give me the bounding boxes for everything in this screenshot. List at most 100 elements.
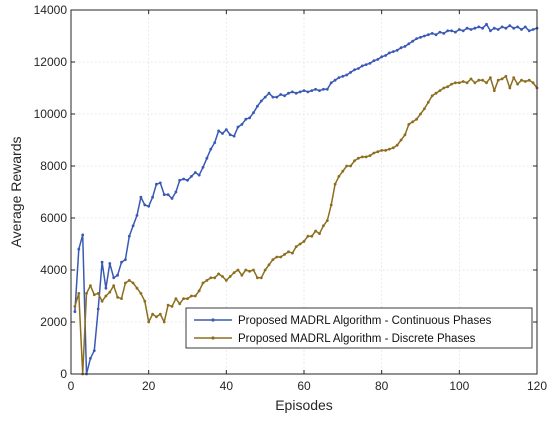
data-point bbox=[166, 303, 170, 307]
data-point bbox=[190, 294, 193, 298]
data-point bbox=[116, 273, 119, 277]
data-point bbox=[201, 165, 205, 169]
data-point bbox=[407, 123, 411, 126]
data-point bbox=[349, 71, 352, 74]
x-tick-label: 40 bbox=[220, 379, 234, 393]
data-point bbox=[178, 178, 182, 182]
data-point bbox=[492, 89, 496, 92]
data-point bbox=[283, 94, 286, 98]
data-point bbox=[388, 51, 391, 55]
data-point bbox=[127, 279, 131, 282]
data-point bbox=[267, 91, 271, 95]
y-tick-label: 12000 bbox=[34, 55, 68, 69]
data-point bbox=[469, 77, 473, 81]
data-point bbox=[434, 91, 438, 95]
data-point bbox=[345, 73, 349, 77]
data-point bbox=[279, 93, 283, 96]
data-point bbox=[96, 292, 100, 295]
data-point bbox=[147, 320, 151, 324]
data-point bbox=[302, 240, 306, 243]
data-point bbox=[182, 177, 186, 181]
data-point bbox=[446, 29, 450, 33]
data-point bbox=[151, 195, 155, 199]
legend-label-discrete: Proposed MADRL Algorithm - Discrete Phas… bbox=[238, 333, 476, 345]
data-point bbox=[135, 214, 139, 217]
data-point bbox=[473, 81, 477, 85]
data-point bbox=[504, 26, 508, 30]
data-point bbox=[500, 77, 504, 81]
legend-marker-continuous bbox=[211, 318, 215, 322]
data-point bbox=[516, 25, 519, 29]
data-point bbox=[127, 234, 131, 238]
data-point bbox=[205, 279, 209, 282]
x-tick-label: 120 bbox=[527, 379, 547, 393]
data-point bbox=[454, 30, 457, 34]
x-axis-label: Episodes bbox=[275, 397, 333, 413]
data-point bbox=[411, 39, 415, 43]
data-point bbox=[306, 234, 310, 238]
y-tick-label: 10000 bbox=[34, 107, 68, 121]
data-point bbox=[259, 276, 263, 280]
data-point bbox=[143, 299, 147, 303]
data-point bbox=[217, 272, 221, 276]
data-point bbox=[124, 281, 127, 285]
data-point bbox=[100, 260, 104, 264]
data-point bbox=[271, 95, 275, 99]
data-point bbox=[353, 159, 356, 163]
data-point bbox=[291, 90, 294, 94]
data-point bbox=[531, 28, 535, 31]
data-point bbox=[131, 224, 135, 228]
data-point bbox=[85, 292, 88, 295]
data-point bbox=[314, 87, 317, 91]
data-point bbox=[508, 24, 512, 27]
data-point bbox=[442, 32, 446, 35]
data-point bbox=[205, 156, 209, 160]
data-point bbox=[209, 147, 213, 151]
data-point bbox=[357, 156, 360, 160]
data-point bbox=[325, 87, 329, 91]
data-point bbox=[430, 94, 434, 98]
data-point bbox=[481, 26, 484, 30]
data-point bbox=[178, 302, 182, 306]
data-point bbox=[279, 255, 283, 259]
x-tick-label: 20 bbox=[142, 379, 156, 393]
legend-entry-continuous: Proposed MADRL Algorithm - Continuous Ph… bbox=[194, 315, 492, 327]
data-point bbox=[333, 182, 337, 186]
data-point bbox=[120, 260, 123, 264]
data-point bbox=[500, 25, 504, 29]
y-tick-label: 4000 bbox=[40, 263, 67, 277]
data-point bbox=[139, 292, 143, 295]
data-point bbox=[302, 89, 306, 92]
data-point bbox=[516, 82, 519, 86]
y-axis-label: Average Rewards bbox=[8, 136, 24, 247]
x-tick-label: 0 bbox=[68, 379, 75, 393]
data-point bbox=[345, 164, 349, 168]
data-point bbox=[193, 294, 197, 298]
data-point bbox=[287, 250, 290, 254]
data-point bbox=[322, 224, 325, 228]
data-point bbox=[73, 310, 77, 313]
data-point bbox=[523, 80, 527, 83]
data-point bbox=[147, 204, 151, 208]
data-point bbox=[527, 78, 531, 82]
data-point bbox=[341, 74, 345, 78]
data-point bbox=[407, 42, 411, 46]
data-point bbox=[124, 258, 127, 261]
data-point bbox=[504, 74, 508, 78]
data-point bbox=[372, 151, 376, 155]
data-point bbox=[158, 312, 162, 316]
data-point bbox=[139, 195, 143, 199]
data-point bbox=[496, 28, 500, 31]
y-tick-label: 14000 bbox=[34, 3, 68, 17]
y-tick-label: 0 bbox=[60, 367, 67, 381]
data-point bbox=[252, 268, 255, 272]
data-point bbox=[89, 284, 92, 287]
data-point bbox=[349, 164, 352, 168]
data-point bbox=[77, 292, 81, 295]
data-point bbox=[108, 290, 112, 294]
data-point bbox=[423, 107, 426, 111]
data-point bbox=[391, 50, 395, 53]
data-point bbox=[155, 315, 158, 319]
data-point bbox=[182, 297, 186, 300]
data-point bbox=[256, 104, 259, 108]
